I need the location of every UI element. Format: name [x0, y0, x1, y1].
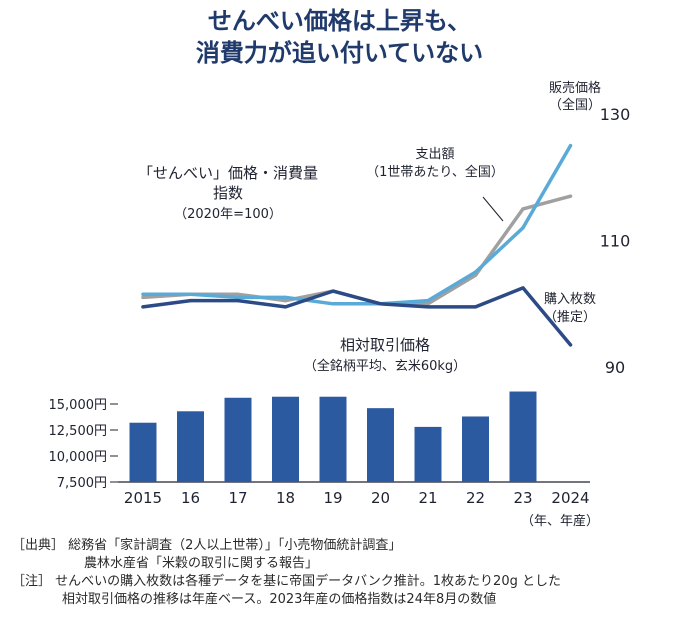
quantity-series-label-2: （推定） [544, 310, 596, 325]
price-bar [319, 396, 347, 482]
index-tick-label: 130 [600, 105, 631, 124]
index-label-line2: 指数 [213, 184, 243, 202]
chart-title-line1: せんべい価格は上昇も、 [207, 7, 472, 35]
bar-chart-label-line1: 相対取引価格 [340, 336, 430, 354]
quantity-line-point [331, 289, 335, 293]
quantity-line-point [473, 305, 478, 309]
x-tick-label: 19 [323, 489, 342, 507]
x-tick-label: 16 [181, 489, 200, 507]
quantity-line-point [378, 302, 383, 306]
spending-leader-line [482, 196, 504, 222]
price-line-point [283, 295, 288, 300]
quantity-line-point [236, 298, 240, 303]
bar-tick-label: 10,000円 [49, 450, 108, 465]
index-tick-label: 90 [605, 358, 625, 377]
price-line-point [426, 298, 430, 303]
price-bar [272, 396, 299, 482]
x-tick-label: 23 [513, 489, 532, 507]
bar-tick-label: 7,500円 [57, 476, 107, 491]
price-line-point [141, 292, 145, 296]
note-line2: 相対取引価格の推移は年産ベース。2023年産の価格指数は24年8月の数値 [62, 592, 497, 607]
spending-line-point [521, 207, 525, 211]
price-line-point [521, 226, 525, 230]
spending-line-point [283, 298, 288, 303]
price-line-point [236, 295, 240, 300]
index-label-line1: 「せんべい」価格・消費量 [138, 164, 318, 182]
price-bar [509, 391, 537, 482]
quantity-line-point [283, 305, 288, 309]
x-tick-label: 20 [371, 489, 390, 507]
price-series-label-2: （全国） [549, 97, 601, 113]
spending-line-point [568, 194, 573, 198]
price-bar [462, 416, 489, 482]
price-bar [129, 422, 157, 482]
quantity-line-point [188, 298, 193, 303]
price-bar [414, 426, 442, 482]
x-axis-unit: （年、年産） [521, 513, 599, 529]
price-line-point [568, 144, 573, 148]
price-line-point [188, 292, 193, 296]
bar-chart-label-line2: （全銘柄平均、玄米60kg） [304, 358, 466, 374]
price-series-label-1: 販売価格 [549, 80, 601, 96]
price-line [141, 143, 573, 306]
index-tick-label: 110 [600, 232, 631, 251]
quantity-line [141, 286, 573, 347]
quantity-line-point [426, 305, 430, 309]
spending-line-point [426, 302, 430, 306]
x-tick-label: 18 [276, 489, 295, 507]
spending-line-point [141, 295, 145, 300]
x-tick-label: 17 [228, 489, 247, 507]
price-bar [367, 408, 394, 482]
quantity-line-point [521, 286, 525, 290]
source-note-line1: ［出典］ 総務省「家計調査（2人以上世帯）」「小売物価統計調査」 [12, 538, 402, 553]
x-tick-label: 2024 [551, 489, 589, 507]
price-bar [177, 411, 204, 482]
quantity-line-point [141, 305, 145, 309]
price-bar [224, 397, 252, 482]
price-line-point [331, 302, 335, 306]
spending-series-label-2: （1世帯あたり、全国） [366, 164, 504, 180]
source-note-line2: 農林水産省「米穀の取引に関する報告」 [84, 556, 319, 571]
x-tick-label: 21 [418, 489, 437, 507]
spending-series-label-1: 支出額 [415, 147, 454, 162]
bar-tick-label: 15,000円 [49, 398, 108, 413]
price-line-point [473, 270, 478, 274]
quantity-line-point [568, 343, 573, 347]
x-tick-label: 22 [466, 489, 485, 507]
spending-line-point [236, 292, 240, 296]
note-line1: ［注］ せんべいの購入枚数は各種データを基に帝国データバンク推計。1枚あたり20… [12, 574, 561, 589]
quantity-series-label-1: 購入枚数 [544, 292, 596, 307]
chart-title-line2: 消費力が追い付いていない [195, 39, 484, 67]
x-tick-label: 2015 [124, 489, 162, 507]
bar-tick-label: 12,500円 [49, 424, 108, 439]
index-label-line3: （2020年=100） [174, 207, 282, 222]
